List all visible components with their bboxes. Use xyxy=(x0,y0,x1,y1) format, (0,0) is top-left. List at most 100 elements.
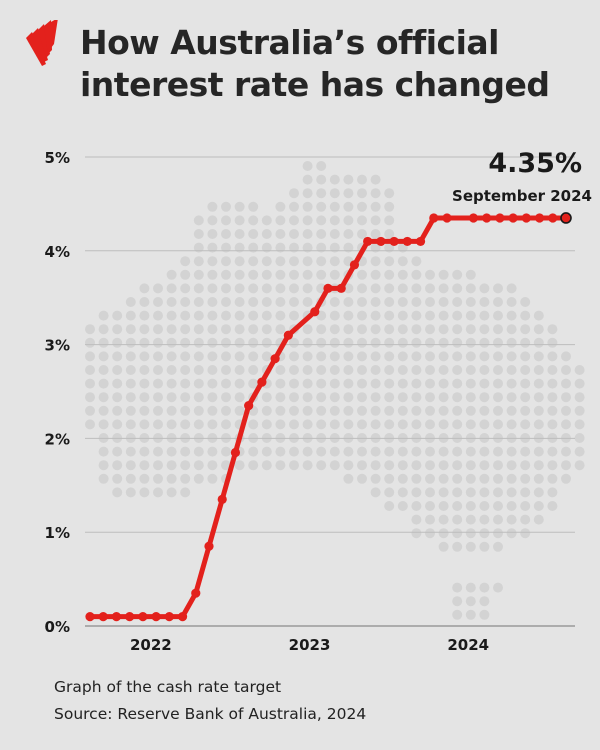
map-dot xyxy=(316,174,327,185)
map-dot xyxy=(289,297,299,307)
map-dot xyxy=(384,337,395,348)
map-dot xyxy=(438,378,449,389)
map-dot xyxy=(397,337,408,348)
map-dot xyxy=(248,201,259,212)
map-dot xyxy=(533,324,544,335)
map-dot xyxy=(465,310,476,321)
map-dot xyxy=(506,487,517,498)
map-dot xyxy=(506,324,517,335)
map-dot xyxy=(343,473,354,484)
map-dot xyxy=(438,514,449,525)
map-dot xyxy=(357,351,367,362)
map-dot xyxy=(506,501,517,511)
map-dot xyxy=(166,446,177,457)
map-dot xyxy=(207,337,218,348)
map-dot xyxy=(275,229,286,239)
map-dot xyxy=(125,473,136,484)
y-tick-label: 1% xyxy=(45,524,70,542)
map-dot xyxy=(411,269,422,280)
map-dot xyxy=(85,351,95,362)
map-dot xyxy=(506,514,517,525)
map-dot xyxy=(438,392,449,403)
map-dot xyxy=(343,229,354,239)
map-dot xyxy=(234,392,245,403)
map-dot xyxy=(357,269,367,280)
map-dot xyxy=(520,351,531,362)
map-dot xyxy=(112,324,123,335)
map-dot xyxy=(452,460,463,471)
map-dot xyxy=(193,242,204,253)
map-dot xyxy=(234,365,245,375)
map-dot xyxy=(248,283,259,294)
map-dot xyxy=(465,446,476,457)
map-dot xyxy=(520,460,531,471)
map-dot xyxy=(370,446,381,457)
map-dot xyxy=(193,392,204,403)
map-dot xyxy=(207,446,218,457)
map-dot xyxy=(139,337,150,348)
map-dot xyxy=(98,337,109,348)
map-dot xyxy=(465,473,476,484)
map-dot xyxy=(302,256,313,267)
map-dot xyxy=(98,392,109,403)
map-dot xyxy=(166,473,177,484)
map-dot xyxy=(316,405,327,416)
map-dot xyxy=(139,487,150,498)
map-dot xyxy=(234,351,245,362)
map-dot xyxy=(452,582,463,593)
map-dot xyxy=(465,487,476,498)
map-dot xyxy=(166,269,177,280)
map-dot xyxy=(452,378,463,389)
map-dot xyxy=(425,460,435,471)
data-point xyxy=(191,588,201,598)
map-dot xyxy=(493,365,503,375)
map-dot xyxy=(275,215,286,226)
map-dot xyxy=(357,201,367,212)
map-dot xyxy=(125,446,136,457)
map-dot xyxy=(479,582,490,593)
map-dot xyxy=(411,514,422,525)
map-dot xyxy=(207,269,218,280)
map-dot xyxy=(289,242,299,253)
series-cash-rate xyxy=(85,212,572,622)
map-dot xyxy=(370,256,381,267)
map-dot xyxy=(370,242,381,253)
map-dot xyxy=(275,378,286,389)
map-dot xyxy=(139,378,150,389)
map-dot xyxy=(479,514,490,525)
data-point xyxy=(548,213,558,223)
map-dot xyxy=(411,487,422,498)
map-dot xyxy=(452,541,463,552)
map-dot xyxy=(139,473,150,484)
map-dot xyxy=(193,419,204,430)
caption: Graph of the cash rate target xyxy=(54,678,282,696)
data-point xyxy=(125,612,135,622)
map-dot xyxy=(221,297,231,307)
map-dot xyxy=(438,283,449,294)
map-dot xyxy=(166,460,177,471)
map-dot xyxy=(411,419,422,430)
map-dot xyxy=(248,419,259,430)
map-dot xyxy=(261,324,272,335)
map-dot xyxy=(520,365,531,375)
map-dot xyxy=(452,283,463,294)
map-dot xyxy=(343,283,354,294)
map-dot xyxy=(493,528,503,539)
map-dot xyxy=(302,392,313,403)
map-dot xyxy=(166,378,177,389)
map-dot xyxy=(438,501,449,511)
map-dot xyxy=(397,297,408,307)
map-dot xyxy=(275,310,286,321)
map-dot xyxy=(452,596,463,607)
map-dot xyxy=(98,351,109,362)
map-dot xyxy=(384,487,395,498)
map-dot xyxy=(207,460,218,471)
map-dot xyxy=(316,324,327,335)
map-dot xyxy=(221,229,231,239)
map-dot xyxy=(561,392,571,403)
map-dot xyxy=(193,215,204,226)
map-dot xyxy=(438,405,449,416)
map-dot xyxy=(275,460,286,471)
map-dot xyxy=(425,419,435,430)
map-dot xyxy=(329,419,340,430)
